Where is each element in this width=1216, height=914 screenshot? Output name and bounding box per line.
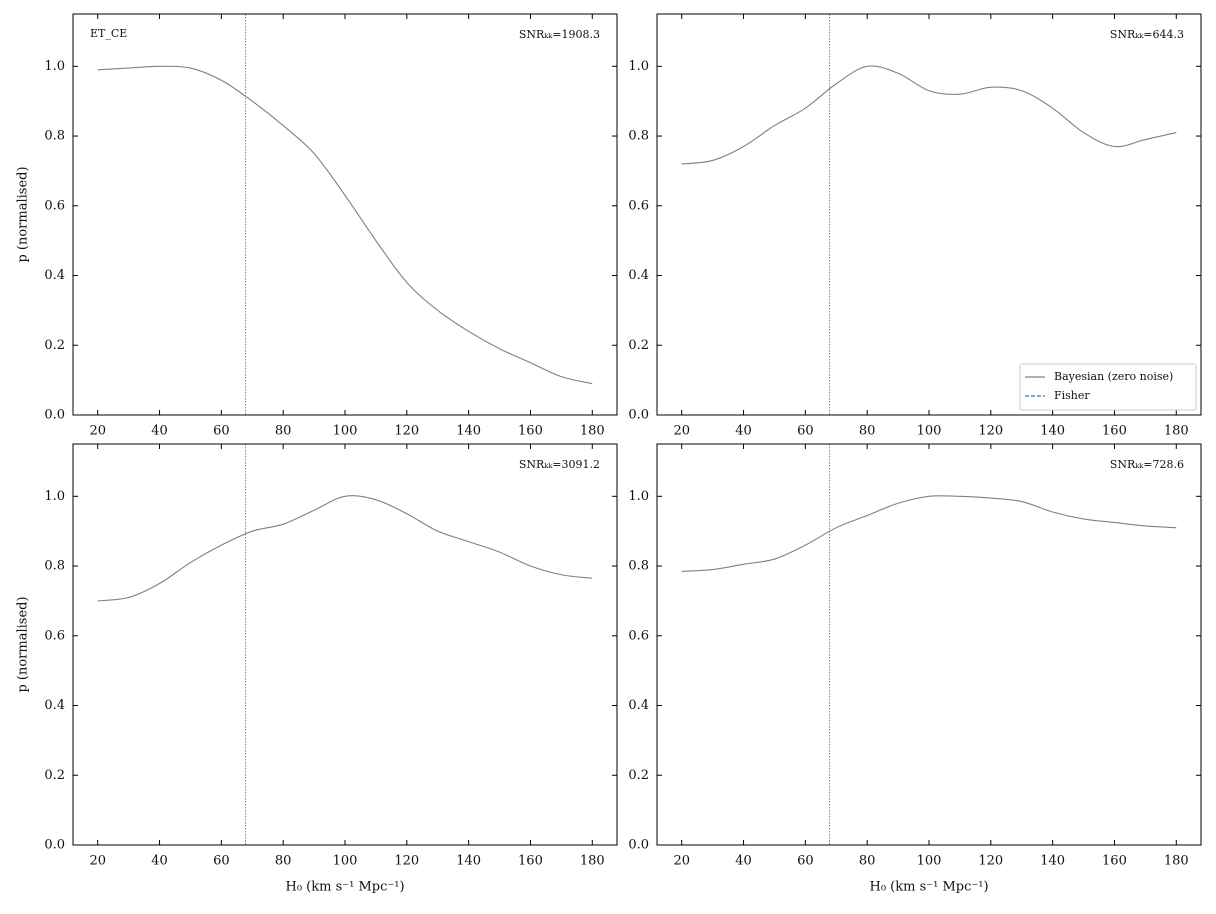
x-tick-label: 180 (580, 424, 605, 439)
y-tick-label: 0.2 (628, 338, 649, 353)
x-tick-label: 80 (859, 854, 876, 869)
plot-area (97, 444, 593, 845)
axes-frame (656, 443, 1202, 846)
y-tick-label: 0.0 (44, 838, 65, 853)
x-axis-label: H₀ (km s⁻¹ Mpc⁻¹) (869, 880, 988, 895)
axes-frame (656, 13, 1202, 416)
x-tick-label: 40 (735, 424, 752, 439)
x-tick-label: 120 (978, 424, 1003, 439)
y-tick-label: 0.4 (44, 698, 65, 713)
y-tick-label: 1.0 (628, 59, 649, 74)
y-tick-label: 0.2 (44, 338, 65, 353)
axes-frame (72, 443, 618, 846)
x-tick-label: 60 (797, 854, 814, 869)
panel-label: ET_CE (90, 27, 127, 40)
y-tick-label: 1.0 (628, 489, 649, 504)
x-tick-label: 160 (1102, 424, 1127, 439)
x-tick-label: 140 (456, 854, 481, 869)
legend-label: Fisher (1054, 389, 1090, 402)
plot-area (681, 444, 1177, 845)
x-tick-label: 100 (333, 424, 358, 439)
legend-label: Bayesian (zero noise) (1054, 370, 1173, 383)
x-tick-label: 80 (859, 424, 876, 439)
x-tick-label: 160 (518, 424, 543, 439)
x-tick-label: 160 (1102, 854, 1127, 869)
x-tick-label: 20 (89, 424, 106, 439)
curve (97, 65, 593, 385)
curve (681, 65, 1177, 165)
x-tick-label: 180 (580, 854, 605, 869)
x-tick-label: 40 (735, 854, 752, 869)
y-tick-label: 0.6 (44, 198, 65, 213)
x-tick-label: 20 (673, 424, 690, 439)
x-tick-label: 180 (1164, 424, 1189, 439)
legend-box (1019, 363, 1197, 411)
y-tick-label: 0.6 (628, 628, 649, 643)
x-tick-label: 100 (917, 854, 942, 869)
y-tick-label: 0.4 (628, 268, 649, 283)
y-tick-label: 0.2 (628, 768, 649, 783)
x-tick-label: 80 (275, 424, 292, 439)
x-tick-label: 60 (213, 424, 230, 439)
y-axis-label: p (normalised) (16, 596, 31, 692)
y-tick-label: 0.0 (44, 408, 65, 423)
y-tick-label: 0.4 (628, 698, 649, 713)
x-tick-label: 40 (151, 424, 168, 439)
plot-area (97, 14, 593, 415)
x-tick-label: 20 (89, 854, 106, 869)
curve (681, 495, 1177, 572)
x-axis-label: H₀ (km s⁻¹ Mpc⁻¹) (285, 880, 404, 895)
x-tick-label: 40 (151, 854, 168, 869)
x-tick-label: 80 (275, 854, 292, 869)
curve (97, 495, 593, 602)
x-tick-label: 180 (1164, 854, 1189, 869)
y-tick-label: 0.8 (628, 559, 649, 574)
x-tick-label: 100 (333, 854, 358, 869)
y-tick-label: 0.8 (44, 559, 65, 574)
y-tick-label: 0.0 (628, 838, 649, 853)
y-tick-label: 0.6 (44, 628, 65, 643)
snr-annotation: SNRₖₖ=644.3 (1110, 28, 1184, 41)
y-tick-label: 0.0 (628, 408, 649, 423)
x-tick-label: 160 (518, 854, 543, 869)
x-tick-label: 140 (1040, 424, 1065, 439)
x-tick-label: 60 (797, 424, 814, 439)
y-axis-label: p (normalised) (16, 166, 31, 262)
x-tick-label: 120 (394, 854, 419, 869)
y-tick-label: 1.0 (44, 59, 65, 74)
y-tick-label: 1.0 (44, 489, 65, 504)
x-tick-label: 120 (978, 854, 1003, 869)
x-tick-label: 20 (673, 854, 690, 869)
plot-area (681, 14, 1177, 415)
x-tick-label: 60 (213, 854, 230, 869)
y-tick-label: 0.6 (628, 198, 649, 213)
x-tick-label: 100 (917, 424, 942, 439)
x-tick-label: 120 (394, 424, 419, 439)
snr-annotation: SNRₖₖ=728.6 (1110, 458, 1184, 471)
x-tick-label: 140 (456, 424, 481, 439)
y-tick-label: 0.4 (44, 268, 65, 283)
y-tick-label: 0.8 (628, 129, 649, 144)
snr-annotation: SNRₖₖ=3091.2 (519, 458, 600, 471)
snr-annotation: SNRₖₖ=1908.3 (519, 28, 600, 41)
x-tick-label: 140 (1040, 854, 1065, 869)
y-tick-label: 0.8 (44, 129, 65, 144)
axes-frame (72, 13, 618, 416)
y-tick-label: 0.2 (44, 768, 65, 783)
